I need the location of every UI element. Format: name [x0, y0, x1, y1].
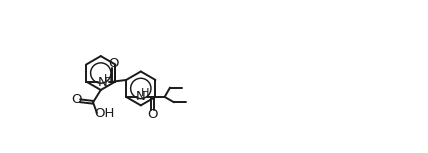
Text: OH: OH — [95, 107, 115, 120]
Text: H: H — [104, 74, 112, 84]
Text: O: O — [109, 57, 119, 70]
Text: H: H — [141, 88, 150, 98]
Text: O: O — [71, 93, 81, 106]
Text: N: N — [98, 76, 108, 89]
Text: O: O — [147, 108, 158, 121]
Text: N: N — [136, 90, 146, 103]
